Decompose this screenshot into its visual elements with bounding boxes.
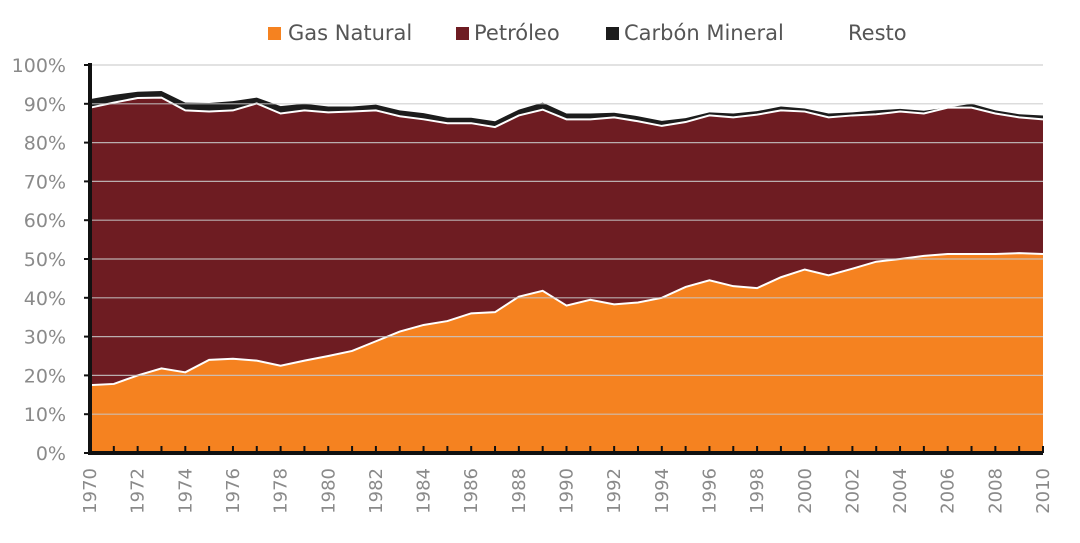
x-tick-label-1992: 1992 — [604, 468, 625, 514]
x-tick-label-1978: 1978 — [271, 468, 292, 514]
boundary-line-gas-natural — [89, 252, 1044, 387]
legend-marker-petroleo — [456, 27, 469, 40]
area-gas-natural — [90, 253, 1043, 453]
x-tick-label-2008: 2008 — [985, 468, 1006, 514]
area-carbon-mineral — [90, 91, 1043, 128]
area-petroleo — [90, 97, 1043, 386]
x-tick-label-1974: 1974 — [175, 468, 196, 514]
y-tick-label-100: 100% — [12, 55, 66, 77]
legend-label-resto: Resto — [848, 21, 907, 45]
y-tick-label-60: 60% — [24, 210, 66, 232]
x-tick-label-1996: 1996 — [699, 468, 720, 514]
x-tick-label-1970: 1970 — [80, 468, 101, 514]
boundary-line-petroleo — [89, 96, 1044, 129]
x-tick-label-2006: 2006 — [938, 468, 959, 514]
plot-area: 0% 10% 20% 30% 40% 50% 60% 70% 80% 90% 100% 1970 197… — [12, 55, 1054, 514]
x-tick-label-1972: 1972 — [128, 468, 149, 514]
x-tick-label-1984: 1984 — [414, 468, 435, 514]
x-tick-label-1980: 1980 — [318, 468, 339, 514]
x-tick-label-1990: 1990 — [557, 468, 578, 514]
legend-item-petroleo: Petróleo — [456, 21, 560, 45]
y-tick-label-10: 10% — [24, 404, 66, 426]
x-tick-label-1994: 1994 — [652, 468, 673, 514]
legend-marker-gas-natural — [268, 27, 281, 40]
x-tick-label-2004: 2004 — [890, 468, 911, 514]
legend-item-gas-natural: Gas Natural — [268, 21, 412, 45]
legend-label-carbon-mineral: Carbón Mineral — [624, 21, 784, 45]
x-tick-label-1998: 1998 — [747, 468, 768, 514]
y-tick-label-50: 50% — [24, 249, 66, 271]
x-tick-label-1988: 1988 — [509, 468, 530, 514]
legend-marker-carbon-mineral — [606, 27, 619, 40]
legend-item-carbon-mineral: Carbón Mineral — [606, 21, 784, 45]
x-tick-label-2000: 2000 — [795, 468, 816, 514]
legend-label-gas-natural: Gas Natural — [288, 21, 412, 45]
x-tick-label-1976: 1976 — [223, 468, 244, 514]
y-tick-label-20: 20% — [24, 365, 66, 387]
y-tick-label-40: 40% — [24, 288, 66, 310]
x-tick-label-1982: 1982 — [366, 468, 387, 514]
y-tick-label-80: 80% — [24, 133, 66, 155]
y-tick-label-0: 0% — [36, 443, 66, 465]
legend: Gas Natural Petróleo Carbón Mineral Rest… — [268, 21, 907, 45]
legend-label-petroleo: Petróleo — [474, 21, 560, 45]
x-tick-label-2002: 2002 — [842, 468, 863, 514]
legend-item-resto: Resto — [848, 21, 907, 45]
y-tick-label-30: 30% — [24, 327, 66, 349]
y-tick-label-70: 70% — [24, 171, 66, 193]
y-tick-label-90: 90% — [24, 94, 66, 116]
x-tick-label-1986: 1986 — [461, 468, 482, 514]
x-tick-label-2010: 2010 — [1033, 468, 1054, 514]
